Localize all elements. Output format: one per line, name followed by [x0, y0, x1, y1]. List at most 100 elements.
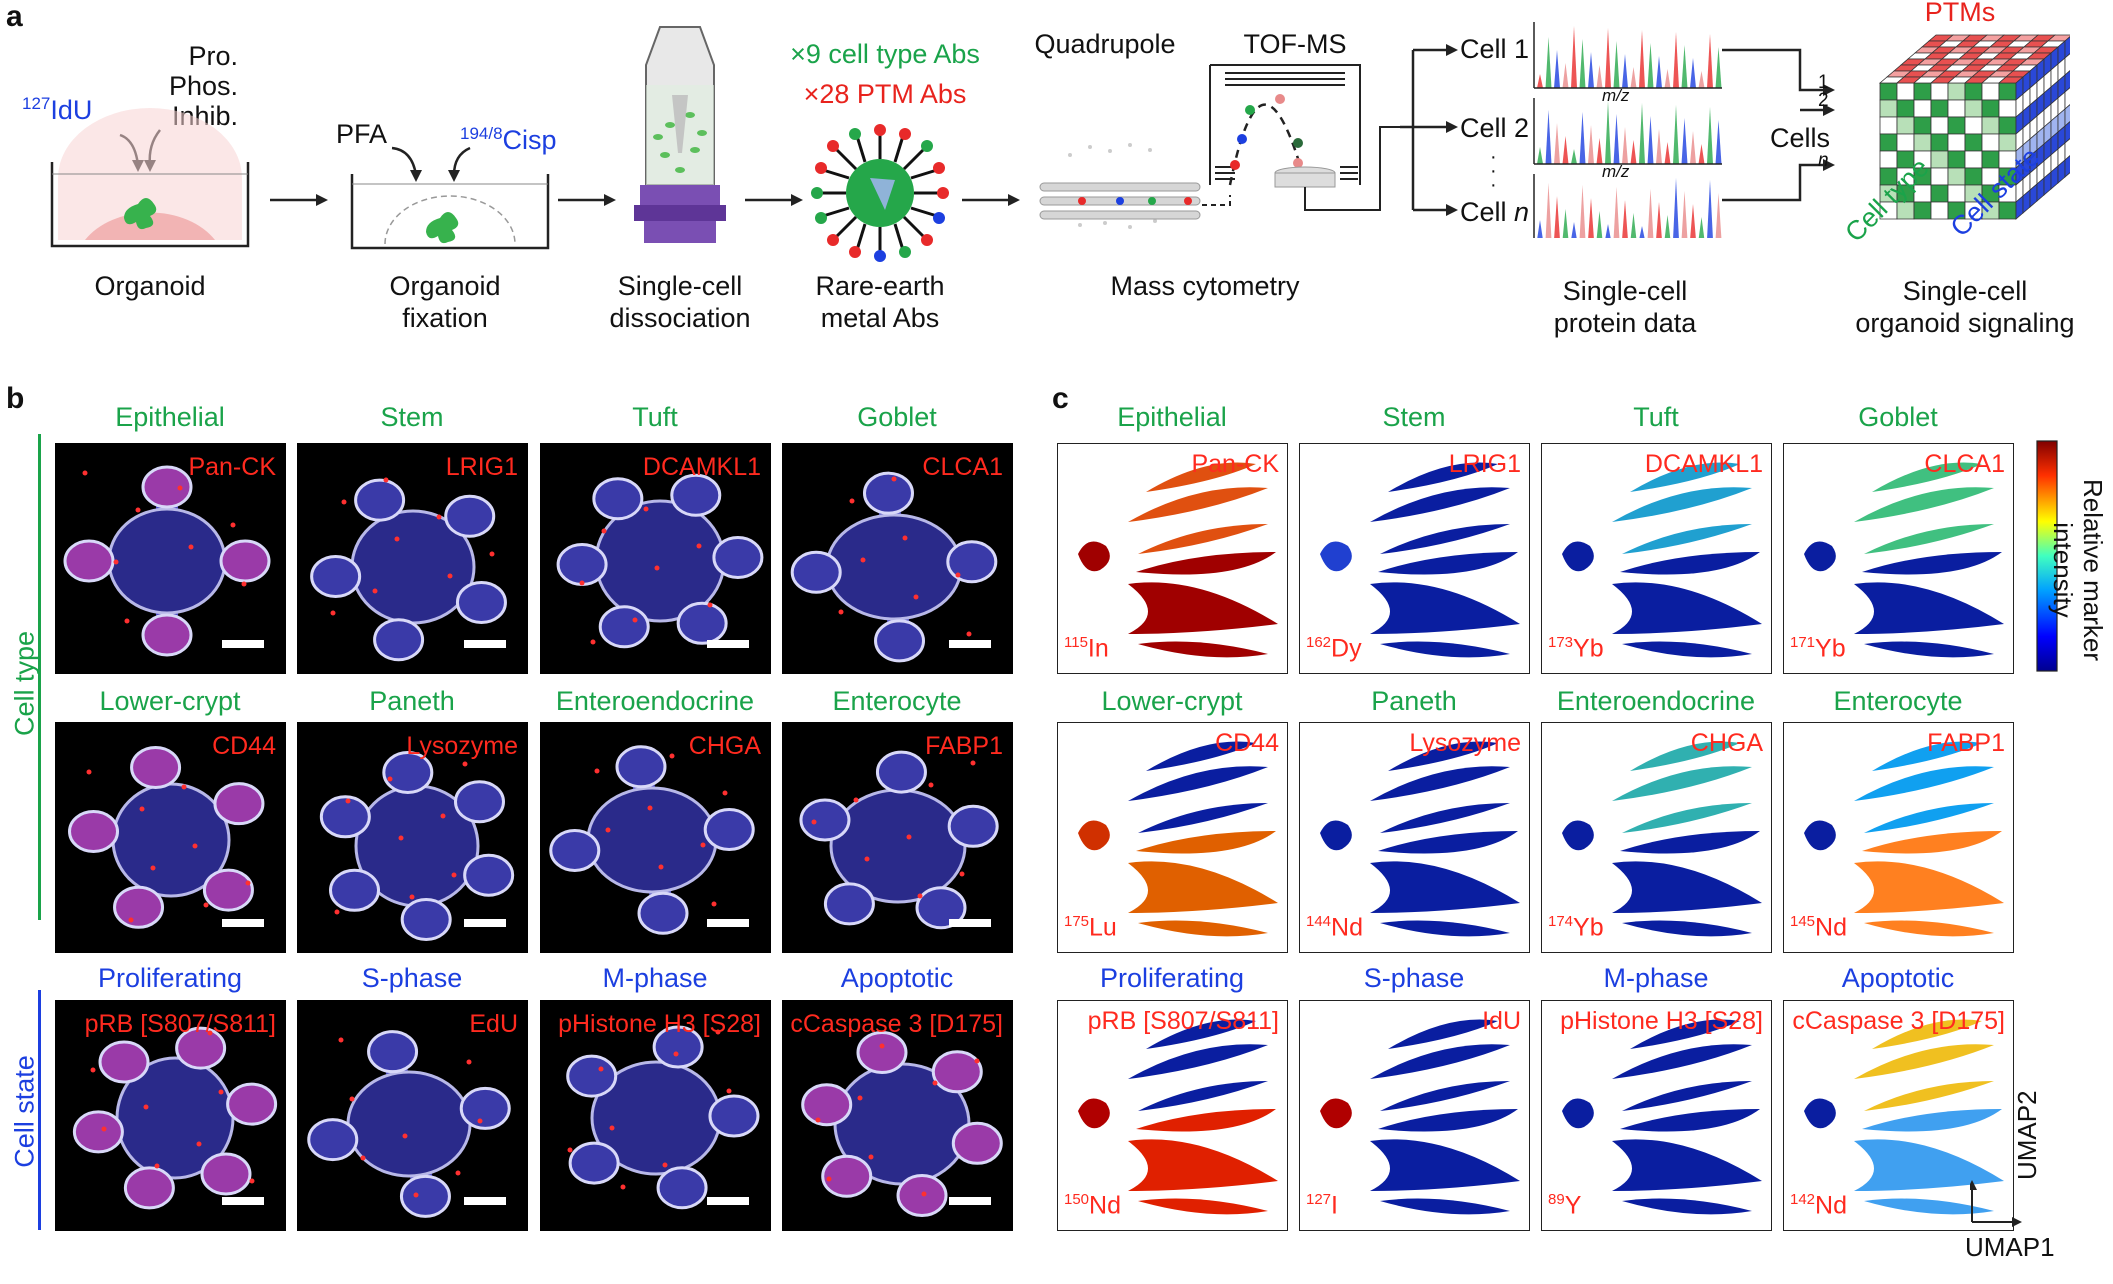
umap-cluster	[1138, 1198, 1268, 1215]
organoid-image	[799, 750, 999, 930]
marker-label: IdU	[1482, 1007, 1521, 1035]
spectrum-peak	[1681, 45, 1688, 88]
marker-label: Lysozyme	[406, 732, 518, 760]
umap-scatter	[1804, 462, 2004, 658]
cube-cell	[1964, 82, 1983, 101]
cube-cell	[2064, 155, 2070, 178]
abs-green-label: ×9 cell type Abs	[790, 39, 980, 69]
umap-cluster	[1380, 1198, 1510, 1215]
umap-cluster	[1370, 582, 1520, 634]
spectrum-peak	[1588, 52, 1594, 88]
spectrum-peak	[1562, 209, 1569, 238]
protein-label-1: Single-cell	[1562, 276, 1688, 306]
spectrum-peak	[1715, 47, 1722, 88]
spectrum-peak	[1562, 136, 1569, 164]
organoid-image	[319, 751, 515, 941]
tofms-label: TOF-MS	[1243, 29, 1347, 59]
umap-cluster	[1138, 920, 1268, 937]
spectrum-peak	[1554, 196, 1560, 238]
cisp-label: 194/8Cisp	[460, 124, 557, 155]
umap-cluster	[1862, 831, 2002, 854]
umap-cluster	[1864, 1198, 1994, 1215]
cube-cell	[1930, 82, 1949, 101]
umap-cluster	[1388, 1019, 1498, 1049]
spectrum-peak	[1647, 116, 1654, 164]
idu-label: 127IdU	[22, 94, 93, 125]
marker-label: FABP1	[1927, 729, 2005, 757]
spectrum-peak	[1681, 191, 1688, 238]
micrograph-image: CHGA	[540, 722, 771, 953]
spectrum-peak	[1571, 149, 1577, 164]
cell-state-side-label: Cell state	[9, 1055, 40, 1168]
umap-title: Enterocyte	[1833, 686, 1963, 716]
scale-bar	[222, 640, 264, 648]
umap-cluster	[1622, 803, 1752, 833]
organoid-label: Organoid	[94, 271, 206, 301]
cell-type-bracket	[38, 434, 41, 920]
fixation-label-1: Organoid	[389, 271, 501, 301]
umap-cluster	[1380, 920, 1510, 937]
cube-cell	[1981, 150, 2000, 169]
spectrum-peak	[1639, 30, 1645, 88]
scale-bar	[464, 640, 506, 648]
umap-plot: CD44 175Lu	[1057, 722, 1288, 953]
spectrum-peak	[1690, 58, 1696, 88]
umap-plot: Pan-CK 115In	[1057, 443, 1288, 674]
umap-plot: CHGA 174Yb	[1541, 722, 1772, 953]
cube-cell	[1947, 82, 1966, 101]
umap-cluster	[1612, 861, 1762, 913]
spectrum-peak	[1664, 215, 1671, 238]
abs-label-2: metal Abs	[820, 303, 940, 333]
cube-cell	[2064, 121, 2070, 144]
umap-cluster	[1630, 741, 1740, 771]
umap-cluster	[1370, 1044, 1510, 1079]
marker-label: DCAMKL1	[1644, 450, 1763, 478]
isotope-label: 162Dy	[1306, 633, 1362, 662]
scale-bar	[707, 919, 749, 927]
spectrum-peak	[1545, 183, 1552, 238]
cube-cell	[1947, 184, 1966, 203]
micrograph-title: Stem	[380, 402, 444, 432]
spectrum-peak	[1698, 217, 1705, 238]
umap-plot: FABP1 145Nd	[1783, 722, 2014, 953]
spectrum-peak	[1579, 39, 1586, 88]
marker-label: pHistone H3 [S28]	[558, 1010, 761, 1038]
spectrum-peak	[1596, 211, 1603, 238]
umap-scatter	[1562, 1019, 1762, 1215]
umap-cluster	[1854, 1044, 1994, 1079]
spectrum-peak	[1605, 224, 1611, 238]
micrograph-image: Lysozyme	[297, 722, 528, 953]
umap-cluster	[1612, 766, 1752, 801]
spectrum-peak	[1656, 56, 1662, 88]
spectrum-peak	[1613, 114, 1620, 164]
organoid-image	[801, 1030, 1003, 1218]
isotope-label: 174Yb	[1548, 912, 1604, 941]
organoid-image	[556, 473, 764, 649]
marker-label: CLCA1	[922, 453, 1003, 481]
isotope-label: 145Nd	[1790, 912, 1847, 941]
marker-label: CHGA	[1690, 729, 1763, 757]
umap-cluster	[1622, 1198, 1752, 1215]
micrograph-image: pRB [S807/S811]	[55, 1000, 286, 1231]
marker-label: CD44	[1215, 729, 1279, 757]
umap-cluster	[1146, 462, 1256, 492]
umap-plot: cCaspase 3 [D175] 142Nd	[1783, 1000, 2014, 1231]
inhibitor-label-2: Phos.	[168, 71, 238, 101]
micrograph-title: Goblet	[857, 402, 937, 432]
marker-label: Lysozyme	[1409, 729, 1521, 757]
marker-label: Pan-CK	[188, 453, 276, 481]
spectrum-peak	[1630, 67, 1637, 88]
umap-scatter	[1078, 1019, 1278, 1215]
micrograph-title: Lower-crypt	[99, 686, 241, 716]
umap-plot: DCAMKL1 173Yb	[1541, 443, 1772, 674]
umap-title: Lower-crypt	[1101, 686, 1243, 716]
micrograph-title: Apoptotic	[840, 963, 954, 993]
cell-type-side-label: Cell type	[9, 630, 40, 737]
cube-cell	[1998, 116, 2017, 135]
spectrum-peak	[1537, 147, 1543, 164]
umap-cluster	[1612, 582, 1762, 634]
umap-cluster	[1380, 803, 1510, 833]
marker-label: CD44	[212, 732, 276, 760]
arrow-icon	[962, 194, 1020, 206]
spectrum-peak	[1673, 32, 1679, 88]
